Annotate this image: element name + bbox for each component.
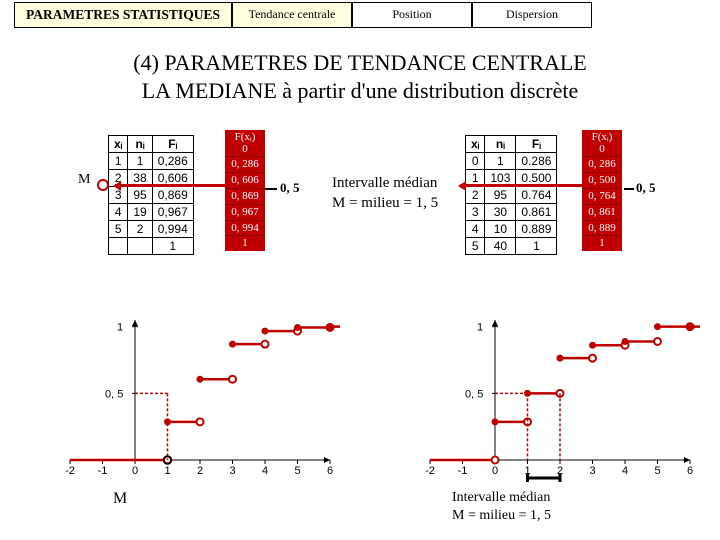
svg-text:-2: -2 <box>65 465 75 477</box>
f-column-2: F(xᵢ) 00, 2860, 5000, 7640, 8610, 8891 <box>582 130 622 251</box>
svg-text:4: 4 <box>622 465 628 477</box>
arrow-to-286 <box>115 184 233 187</box>
cdf-chart-1: -2 -1 0 1 2 3 4 5 6 0, 5 1 <box>10 310 340 490</box>
f-column-1: F(xᵢ) 00, 2860, 6060, 8690, 9670, 9941 <box>225 130 265 251</box>
svg-text:3: 3 <box>589 465 595 477</box>
svg-text:3: 3 <box>229 465 235 477</box>
tab-main: PARAMETRES STATISTIQUES <box>14 2 232 28</box>
svg-text:0, 5: 0, 5 <box>465 388 483 400</box>
interval-text-2: M = milieu = 1, 5 <box>332 195 438 212</box>
heading-2: LA MEDIANE à partir d'une distribution d… <box>0 78 720 104</box>
svg-text:6: 6 <box>687 465 693 477</box>
tab-bar: PARAMETRES STATISTIQUES Tendance central… <box>14 2 592 28</box>
data-table-2: xᵢnᵢFᵢ010.28611030.5002950.7643300.86141… <box>465 135 557 255</box>
data-table-1: xᵢnᵢFᵢ110,2862380,6063950,8694190,967520… <box>108 135 194 255</box>
tab-tendance[interactable]: Tendance centrale <box>232 2 352 28</box>
tab-dispersion[interactable]: Dispersion <box>472 2 592 28</box>
svg-text:4: 4 <box>262 465 268 477</box>
arrow-to-500 <box>460 184 590 187</box>
svg-text:-1: -1 <box>458 465 468 477</box>
svg-text:1: 1 <box>477 322 483 334</box>
svg-text:6: 6 <box>327 465 333 477</box>
chart1-M-label: M <box>113 490 127 508</box>
tab-position[interactable]: Position <box>352 2 472 28</box>
cdf-chart-2: -2-101234560, 51 <box>370 310 700 490</box>
svg-text:2: 2 <box>197 465 203 477</box>
svg-text:0, 5: 0, 5 <box>105 388 123 400</box>
chart2-interval-2: M = milieu = 1, 5 <box>452 508 551 524</box>
interval-text-1: Intervalle médian <box>332 175 437 192</box>
chart2-interval-1: Intervalle médian <box>452 490 550 506</box>
svg-text:5: 5 <box>294 465 300 477</box>
tick-half-right <box>624 188 634 190</box>
svg-text:0: 0 <box>132 465 138 477</box>
svg-text:1: 1 <box>164 465 170 477</box>
half-label-left: 0, 5 <box>280 180 300 196</box>
heading-1: (4) PARAMETRES DE TENDANCE CENTRALE <box>0 50 720 76</box>
svg-text:1: 1 <box>117 322 123 334</box>
svg-text:0: 0 <box>492 465 498 477</box>
median-label-M: M <box>78 172 90 188</box>
tick-half-left <box>265 188 277 190</box>
svg-text:-2: -2 <box>425 465 435 477</box>
half-label-right: 0, 5 <box>636 180 656 196</box>
svg-text:-1: -1 <box>98 465 108 477</box>
svg-text:5: 5 <box>654 465 660 477</box>
